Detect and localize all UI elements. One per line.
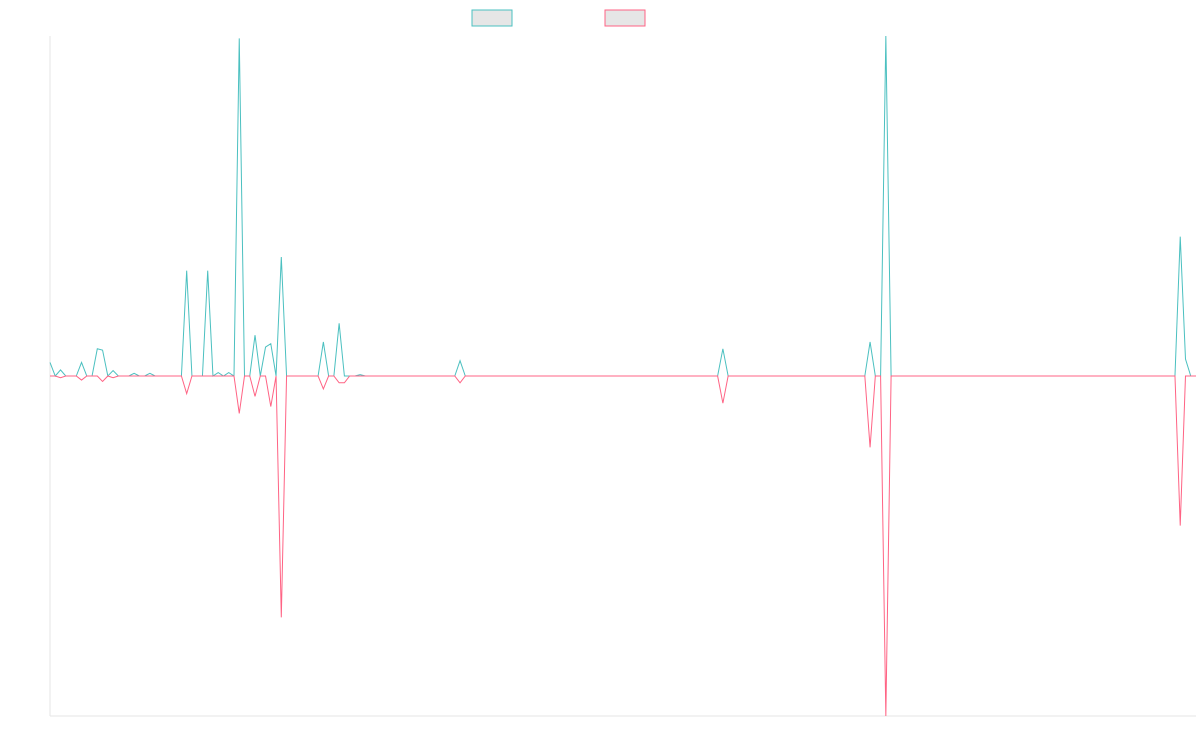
legend-swatch-series-1 [471, 9, 513, 27]
legend [471, 9, 646, 27]
series-layer [49, 35, 1196, 717]
series-line-1[interactable] [49, 35, 1196, 378]
legend-item-series-2[interactable] [604, 9, 646, 27]
legend-swatch-series-2 [604, 9, 646, 27]
legend-item-series-1[interactable] [471, 9, 513, 27]
series-line-2[interactable] [50, 375, 1196, 717]
plot-area [49, 35, 1196, 717]
